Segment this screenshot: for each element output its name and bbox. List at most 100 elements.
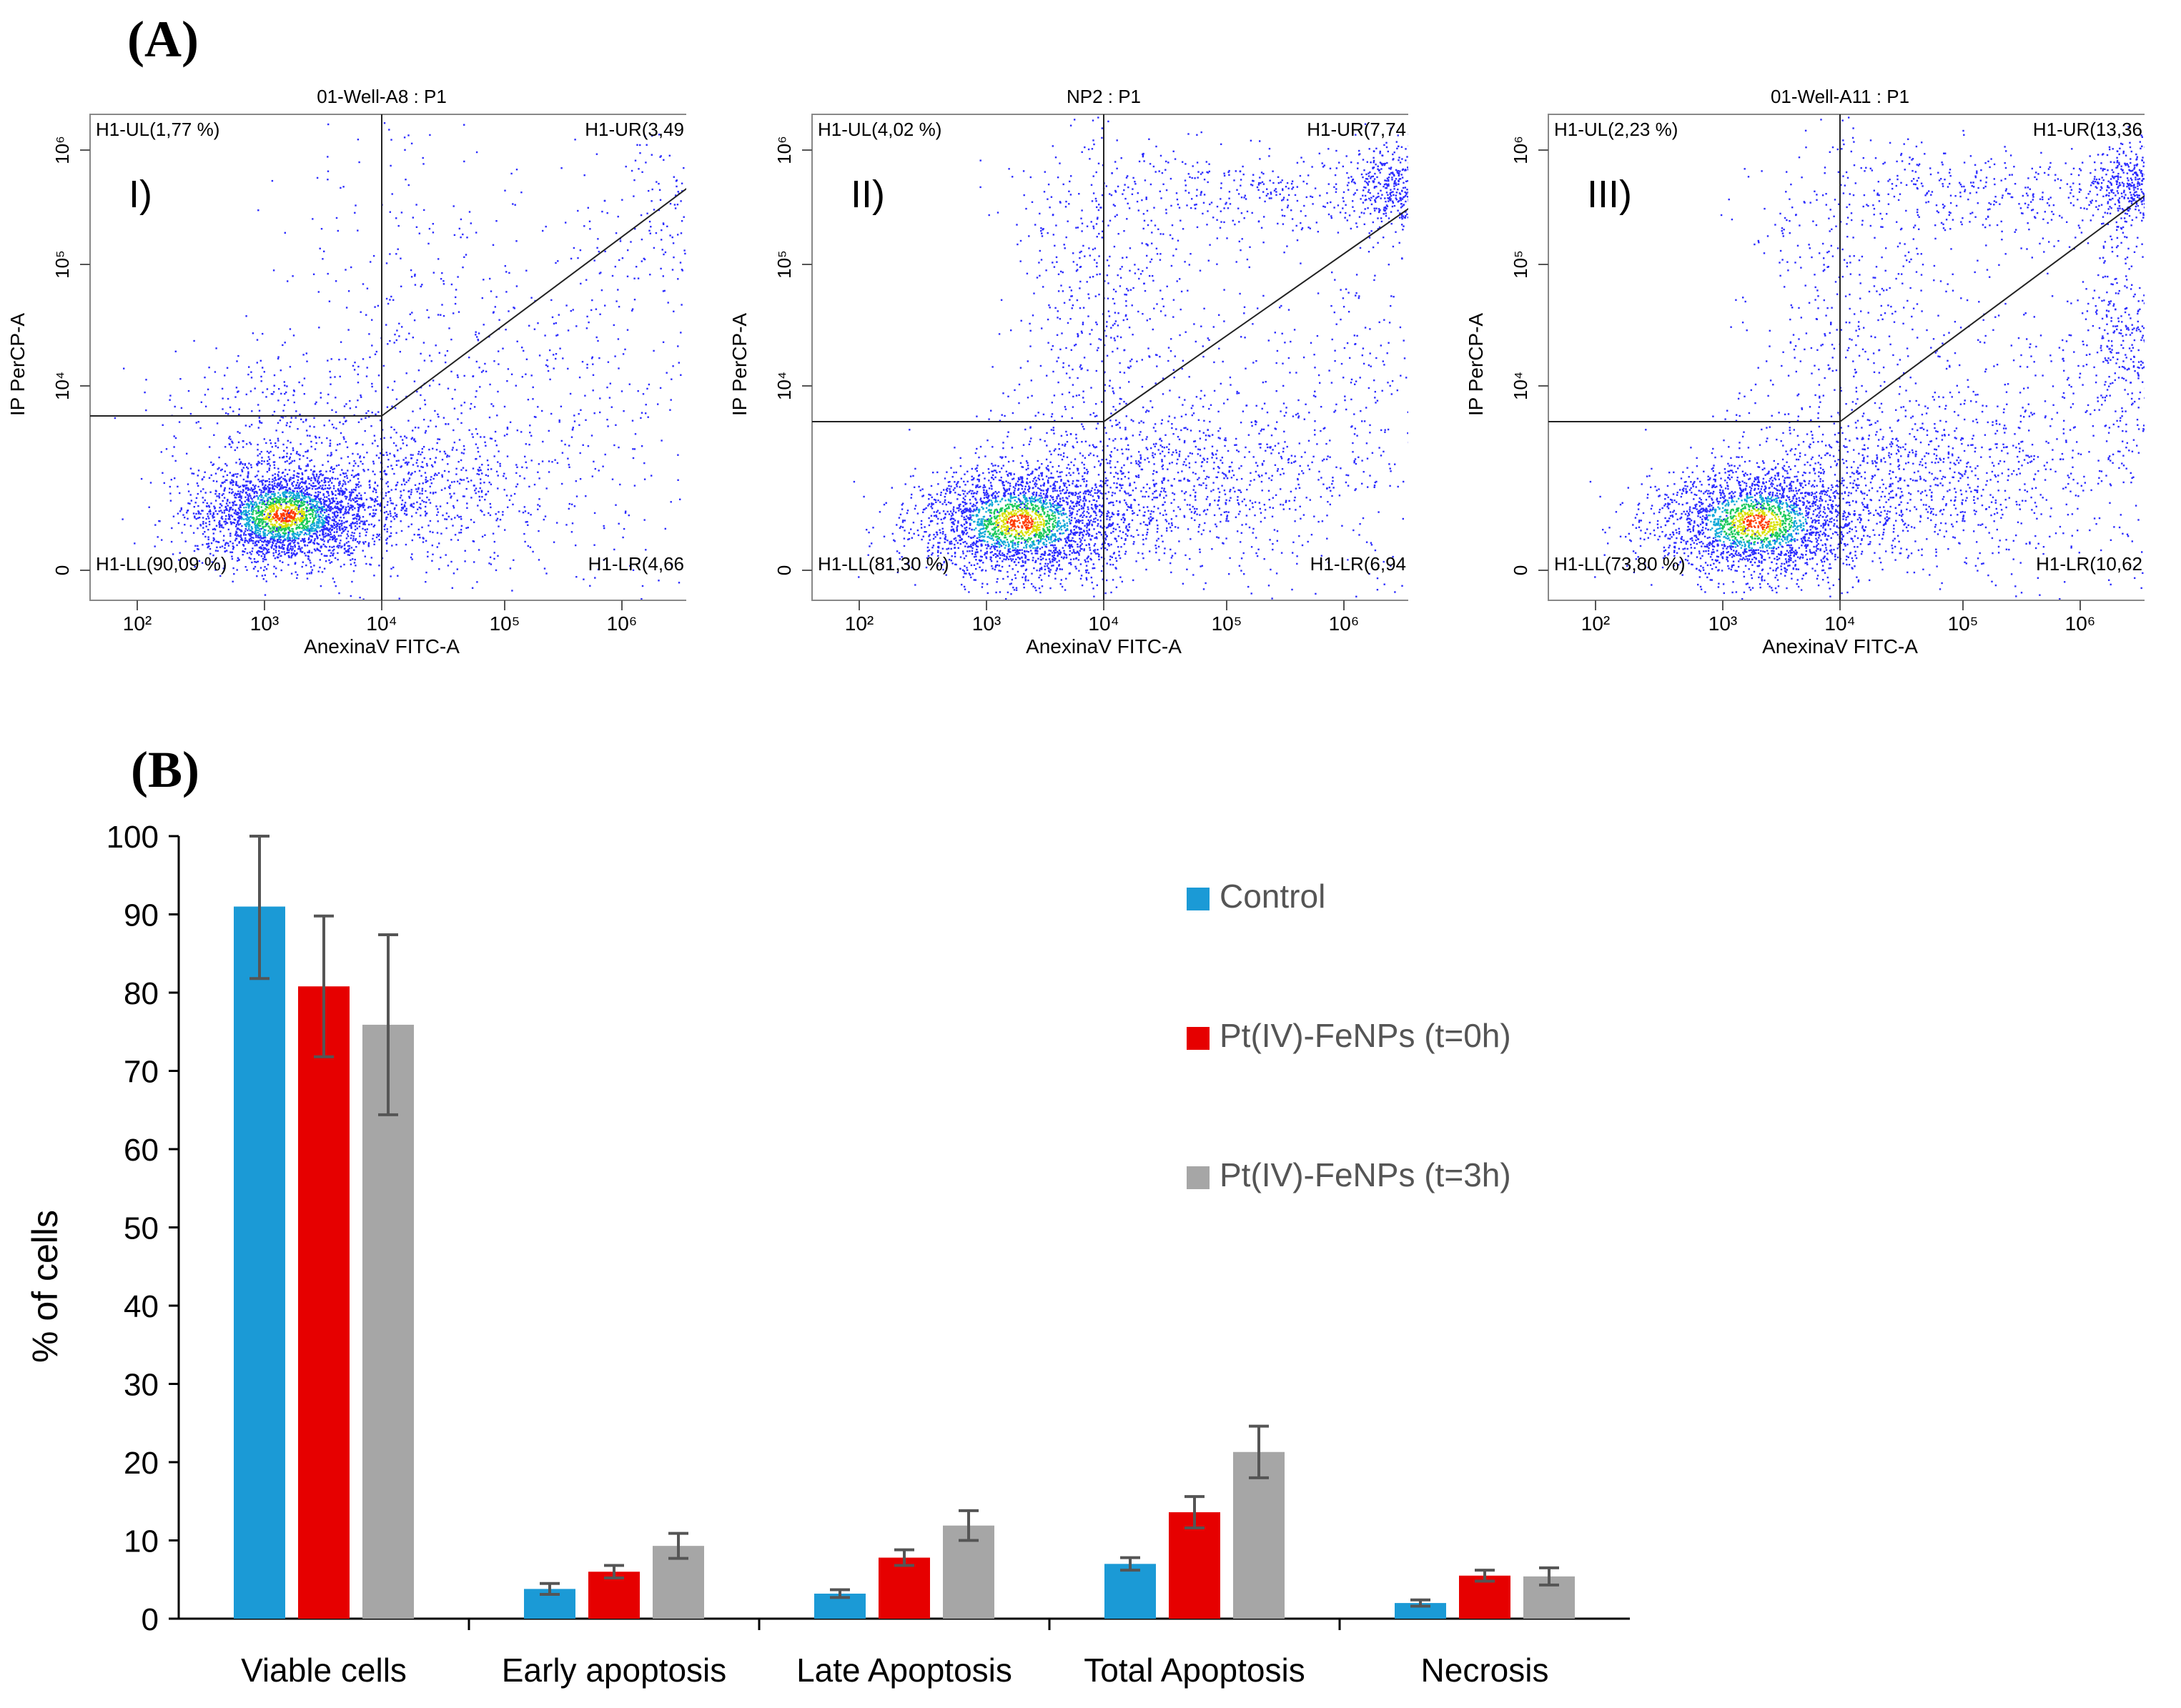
bar	[1233, 1451, 1285, 1619]
flow-title: 01-Well-A8 : P1	[317, 86, 447, 107]
y-tick-label: 60	[124, 1133, 159, 1168]
x-tick-label: 10⁶	[1329, 612, 1360, 635]
quadrant-ur: H1-UR(3,49 %)	[585, 119, 686, 140]
bar	[879, 1557, 930, 1619]
y-tick-label: 10	[124, 1524, 159, 1559]
roman-label: III)	[1587, 173, 1632, 216]
y-tick-label: 90	[124, 898, 159, 933]
y-tick-label: 10⁵	[51, 250, 73, 279]
flow-title: NP2 : P1	[1067, 86, 1141, 107]
y-tick-label: 10⁶	[51, 136, 73, 164]
x-tick-label: 10³	[972, 612, 1001, 635]
y-tick-label: 0	[773, 565, 795, 575]
flow-plot-2: NP2 : P1 H1-UL(4,02 %) H1-UR(7,74 %) H1-…	[722, 86, 1408, 686]
x-tick-label: 10⁵	[1212, 612, 1242, 635]
bars	[234, 835, 1575, 1619]
bar	[1104, 1564, 1156, 1619]
x-tick-label: 10⁵	[490, 612, 520, 635]
x-category-label: Total Apoptosis	[1084, 1652, 1305, 1689]
y-tick-label: 10⁵	[773, 250, 795, 279]
flow-scatter	[114, 122, 686, 600]
x-category-label: Viable cells	[241, 1652, 407, 1689]
legend-label: Pt(IV)-FeNPs (t=3h)	[1220, 1156, 1511, 1193]
y-ticks: 0 10⁴ 10⁵ 10⁶	[1510, 136, 1548, 575]
y-tick-label: 30	[124, 1368, 159, 1403]
flow-frame	[811, 114, 1408, 601]
legend-label: Pt(IV)-FeNPs (t=0h)	[1220, 1017, 1511, 1054]
flow-scatter	[1589, 116, 2145, 600]
bar	[234, 906, 285, 1619]
x-axis-label: AnexinaV FITC-A	[1762, 635, 1918, 657]
bar	[1169, 1512, 1220, 1619]
legend-label: Control	[1220, 878, 1325, 915]
legend: Control Pt(IV)-FeNPs (t=0h) Pt(IV)-FeNPs (…	[1187, 878, 1511, 1193]
y-ticks: 0 10⁴ 10⁵ 10⁶	[51, 136, 90, 575]
quadrant-ul: H1-UL(4,02 %)	[818, 119, 941, 140]
y-tick-label: 0	[1510, 565, 1531, 575]
y-tick-label: 10⁵	[1510, 250, 1531, 279]
x-tick-label: 10⁴	[1088, 612, 1119, 635]
panel-label-b: (B)	[131, 741, 199, 798]
x-tick-label: 10²	[123, 612, 152, 635]
bar	[588, 1572, 640, 1619]
flow-plot-3: 01-Well-A11 : P1 H1-UL(2,23 %) H1-UR(13,…	[1458, 86, 2145, 686]
quadrant-lr: H1-LR(6,94 %)	[1310, 553, 1408, 575]
y-tick-label: 70	[124, 1055, 159, 1090]
quadrant-ur: H1-UR(13,36 %)	[2033, 119, 2145, 140]
y-axis-label: IP PerCP-A	[1465, 313, 1487, 417]
flow-frame	[1548, 114, 2145, 601]
x-tick-label: 10⁶	[607, 612, 638, 635]
quadrant-ul: H1-UL(2,23 %)	[1554, 119, 1678, 140]
y-tick-label: 10⁴	[773, 372, 795, 400]
x-axis-label: AnexinaV FITC-A	[1026, 635, 1182, 657]
y-tick-label: 20	[124, 1446, 159, 1481]
y-tick-label: 10⁴	[51, 372, 73, 400]
x-tick-label: 10²	[1581, 612, 1610, 635]
y-tick-label: 10⁶	[773, 136, 795, 164]
y-tick-label: 0	[142, 1602, 159, 1637]
x-tick-label: 10³	[1708, 612, 1737, 635]
legend-swatch	[1187, 888, 1210, 910]
x-ticks: 10² 10³ 10⁴ 10⁵ 10⁶	[1581, 600, 2096, 635]
x-category-label: Early apoptosis	[502, 1652, 727, 1689]
quadrant-ll: H1-LL(73,80 %)	[1554, 553, 1686, 575]
y-axis-title: % of cells	[25, 1210, 65, 1363]
y-ticks: 0 10⁴ 10⁵ 10⁶	[773, 136, 812, 575]
roman-label: I)	[129, 173, 152, 216]
flow-diag-gate	[381, 188, 686, 417]
bar	[1395, 1603, 1446, 1619]
flow-diag-gate	[1103, 207, 1408, 422]
x-axis-labels: Viable cells Early apoptosis Late Apoptosi…	[241, 1619, 1548, 1689]
quadrant-ll: H1-LL(90,09 %)	[96, 553, 227, 575]
y-tick-label: 40	[124, 1289, 159, 1324]
x-tick-label: 10⁶	[2065, 612, 2096, 635]
bar-chart: % of cells 0 10 20 30 40 50 60 70 80 90 100 Viable…	[25, 820, 1630, 1689]
bar	[1459, 1575, 1510, 1619]
x-axis-label: AnexinaV FITC-A	[304, 635, 460, 657]
x-tick-label: 10³	[250, 612, 279, 635]
quadrant-lr: H1-LR(4,66 %)	[588, 553, 686, 575]
bar	[362, 1024, 414, 1619]
x-tick-label: 10⁵	[1948, 612, 1979, 635]
legend-swatch	[1187, 1027, 1210, 1050]
quadrant-ul: H1-UL(1,77 %)	[96, 119, 219, 140]
flow-title: 01-Well-A11 : P1	[1771, 86, 1909, 107]
quadrant-ll: H1-LL(81,30 %)	[818, 553, 949, 575]
legend-swatch	[1187, 1166, 1210, 1189]
panel-label-a: (A)	[127, 11, 199, 68]
y-axis-label: IP PerCP-A	[6, 313, 29, 417]
quadrant-lr: H1-LR(10,62 %)	[2036, 553, 2145, 575]
x-tick-label: 10²	[845, 612, 874, 635]
flow-scatter	[853, 116, 1408, 600]
y-tick-label: 50	[124, 1211, 159, 1246]
roman-label: II)	[851, 173, 885, 216]
flow-diag-gate	[1839, 194, 2145, 422]
y-tick-label: 10⁶	[1510, 136, 1531, 164]
y-tick-label: 80	[124, 976, 159, 1011]
x-tick-label: 10⁴	[1824, 612, 1855, 635]
quadrant-ur: H1-UR(7,74 %)	[1307, 119, 1408, 140]
x-category-label: Late Apoptosis	[796, 1652, 1012, 1689]
flow-frame	[89, 114, 686, 601]
x-category-label: Necrosis	[1421, 1652, 1549, 1689]
y-tick-label: 10⁴	[1510, 372, 1531, 400]
